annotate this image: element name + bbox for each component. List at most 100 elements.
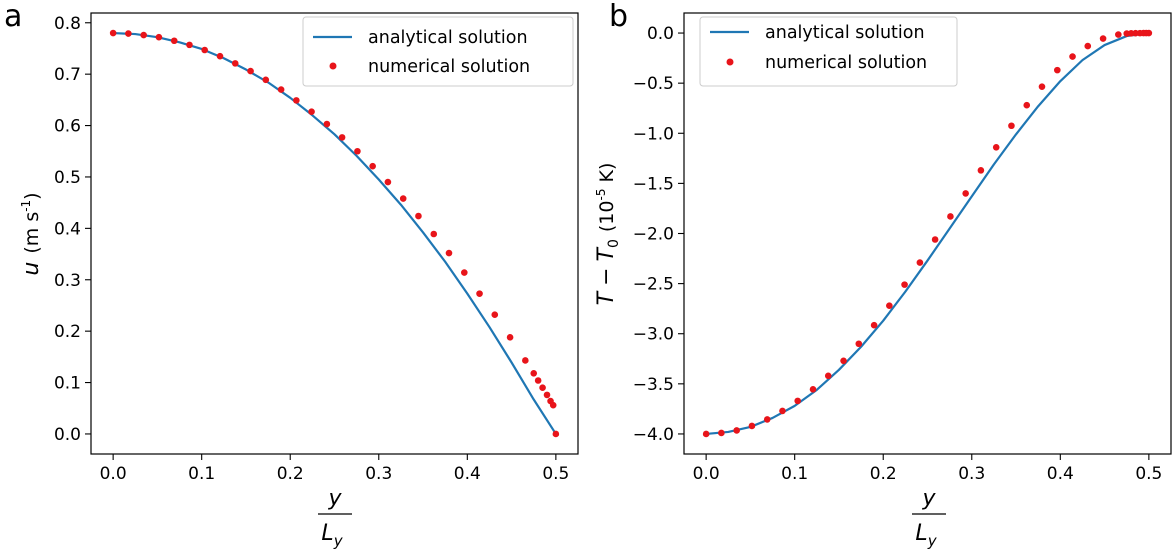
numerical-solution-point [779, 407, 786, 415]
x-axis-label-denominator: Ly [321, 521, 343, 550]
numerical-solution-point [445, 249, 453, 257]
numerical-solution-point [702, 430, 710, 438]
numerical-solution-point [1069, 53, 1076, 60]
numerical-solution-point [748, 422, 756, 430]
numerical-solution-point [308, 108, 315, 115]
y-axis-label-unit-post: K) [596, 163, 618, 189]
numerical-solution-point [125, 30, 132, 37]
numerical-solution-point [534, 377, 542, 384]
numerical-solution-point [170, 37, 178, 45]
numerical-solution-point [992, 144, 1000, 151]
x-axis-label-denominator: Ly [915, 521, 937, 550]
numerical-solution-point [733, 427, 740, 434]
numerical-solution-point [947, 213, 954, 220]
numerical-solution-point [1038, 83, 1046, 90]
y-tick-label: −4.0 [633, 425, 674, 445]
numerical-solution-point [323, 120, 331, 128]
legend: analytical solution numerical solution [699, 16, 958, 87]
legend-box [699, 16, 958, 87]
y-axis-label-unit-pre: (10 [596, 201, 618, 233]
y-axis-label-var2: T [594, 246, 619, 261]
numerical-solution-point [399, 195, 407, 202]
x-tick-label: 0.1 [188, 464, 215, 484]
y-axis-label: T−T0(10-5 K) [594, 163, 622, 306]
numerical-solution-point [140, 31, 147, 39]
numerical-solution-point [506, 334, 514, 341]
y-tick-label: 0.7 [54, 65, 81, 85]
numerical-solution-point [763, 416, 771, 423]
x-axis-label: y Ly [912, 486, 946, 550]
numerical-solution-point [1084, 42, 1092, 50]
y-tick-label: 0.4 [54, 219, 81, 239]
legend-analytical-label: analytical solution [765, 23, 925, 43]
x-axis: 0.0 0.1 0.2 0.3 0.4 0.5 [693, 454, 1162, 484]
numerical-solution-point [840, 357, 847, 365]
legend-box [302, 16, 574, 87]
y-tick-label: 0.2 [54, 322, 81, 342]
numerical-solution-point [824, 372, 832, 380]
numerical-solution-point [794, 397, 801, 405]
x-axis: 0.0 0.1 0.2 0.3 0.4 0.5 [100, 454, 569, 484]
x-axis-label-numerator: y [327, 486, 342, 511]
y-tick-label: 0.8 [54, 14, 81, 34]
plot-area [109, 29, 560, 438]
numerical-solution-point [1054, 66, 1061, 74]
numerical-solution-point [262, 76, 270, 84]
numerical-solution-point [1008, 122, 1015, 130]
numerical-solution-point [916, 259, 924, 266]
x-tick-label: 0.1 [781, 464, 808, 484]
y-axis-label-unit-sup: -5 [594, 189, 608, 201]
numerical-solution-point [155, 33, 163, 41]
numerical-solution-point [415, 212, 422, 220]
legend-marker-swatch [329, 62, 337, 70]
y-axis-label-unit-pre: (m s [21, 212, 43, 254]
y-tick-label: 0.6 [54, 117, 81, 137]
y-axis-label-minus: − [594, 267, 619, 285]
y-tick-label: 0.1 [54, 374, 81, 394]
legend-numerical-label: numerical solution [368, 57, 530, 77]
plot-frame [90, 12, 579, 455]
numerical-solution-point [216, 52, 224, 60]
y-tick-label: 0.0 [54, 425, 81, 445]
numerical-solution-point [338, 134, 346, 141]
x-tick-label: 0.3 [365, 464, 392, 484]
numerical-solution-point [430, 230, 438, 238]
numerical-solution-point [543, 391, 551, 399]
y-tick-label: −1.0 [633, 124, 674, 144]
y-tick-label: 0.0 [647, 24, 674, 44]
y-tick-label: −2.0 [633, 225, 674, 245]
numerical-solution-point [1099, 35, 1107, 42]
numerical-solution-point [491, 311, 499, 319]
panel-a: a 0.00.10.20.30.40.50.60.70.8 0.0 0.1 0.2 0… [4, 0, 579, 550]
y-tick-label: −0.5 [633, 74, 674, 94]
numerical-solution-point [369, 162, 376, 170]
numerical-solution-point [530, 370, 538, 377]
legend: analytical solution numerical solution [302, 16, 574, 87]
y-axis-label-unit-sup: -1 [19, 200, 33, 212]
panel-b: b 0.0−0.5−1.0−1.5−2.0−2.5−3.0−3.5−4.0 0.… [594, 0, 1172, 550]
numerical-solution-point [522, 357, 529, 364]
panel-letter: b [609, 0, 628, 34]
panel-letter: a [4, 0, 22, 34]
plot-area [702, 29, 1153, 438]
y-axis-label: u (m s-1) [19, 192, 44, 275]
numerical-solution-point [461, 269, 468, 276]
numerical-solution-point [476, 290, 483, 297]
numerical-solution-point [1145, 29, 1153, 37]
numerical-solution-point [186, 41, 193, 49]
y-axis: 0.0 −0.5 −1.0 −1.5 −2.0 −2.5 −3.0 −3.5 −4.0 [633, 24, 684, 445]
x-tick-label: 0.0 [693, 464, 720, 484]
analytical-solution-line [113, 31, 557, 435]
numerical-solution-point [1023, 101, 1031, 109]
x-tick-label: 0.4 [1047, 464, 1074, 484]
x-tick-label: 0.0 [100, 464, 127, 484]
x-tick-label: 0.2 [870, 464, 897, 484]
x-axis-label-den-main: L [915, 521, 927, 546]
y-axis-label-var: T [594, 290, 619, 305]
numerical-solution-point [962, 190, 969, 197]
numerical-solution-point [549, 401, 557, 409]
legend-analytical-label: analytical solution [368, 28, 528, 48]
numerical-solution-point [247, 67, 254, 75]
y-tick-label: −2.5 [633, 275, 674, 295]
